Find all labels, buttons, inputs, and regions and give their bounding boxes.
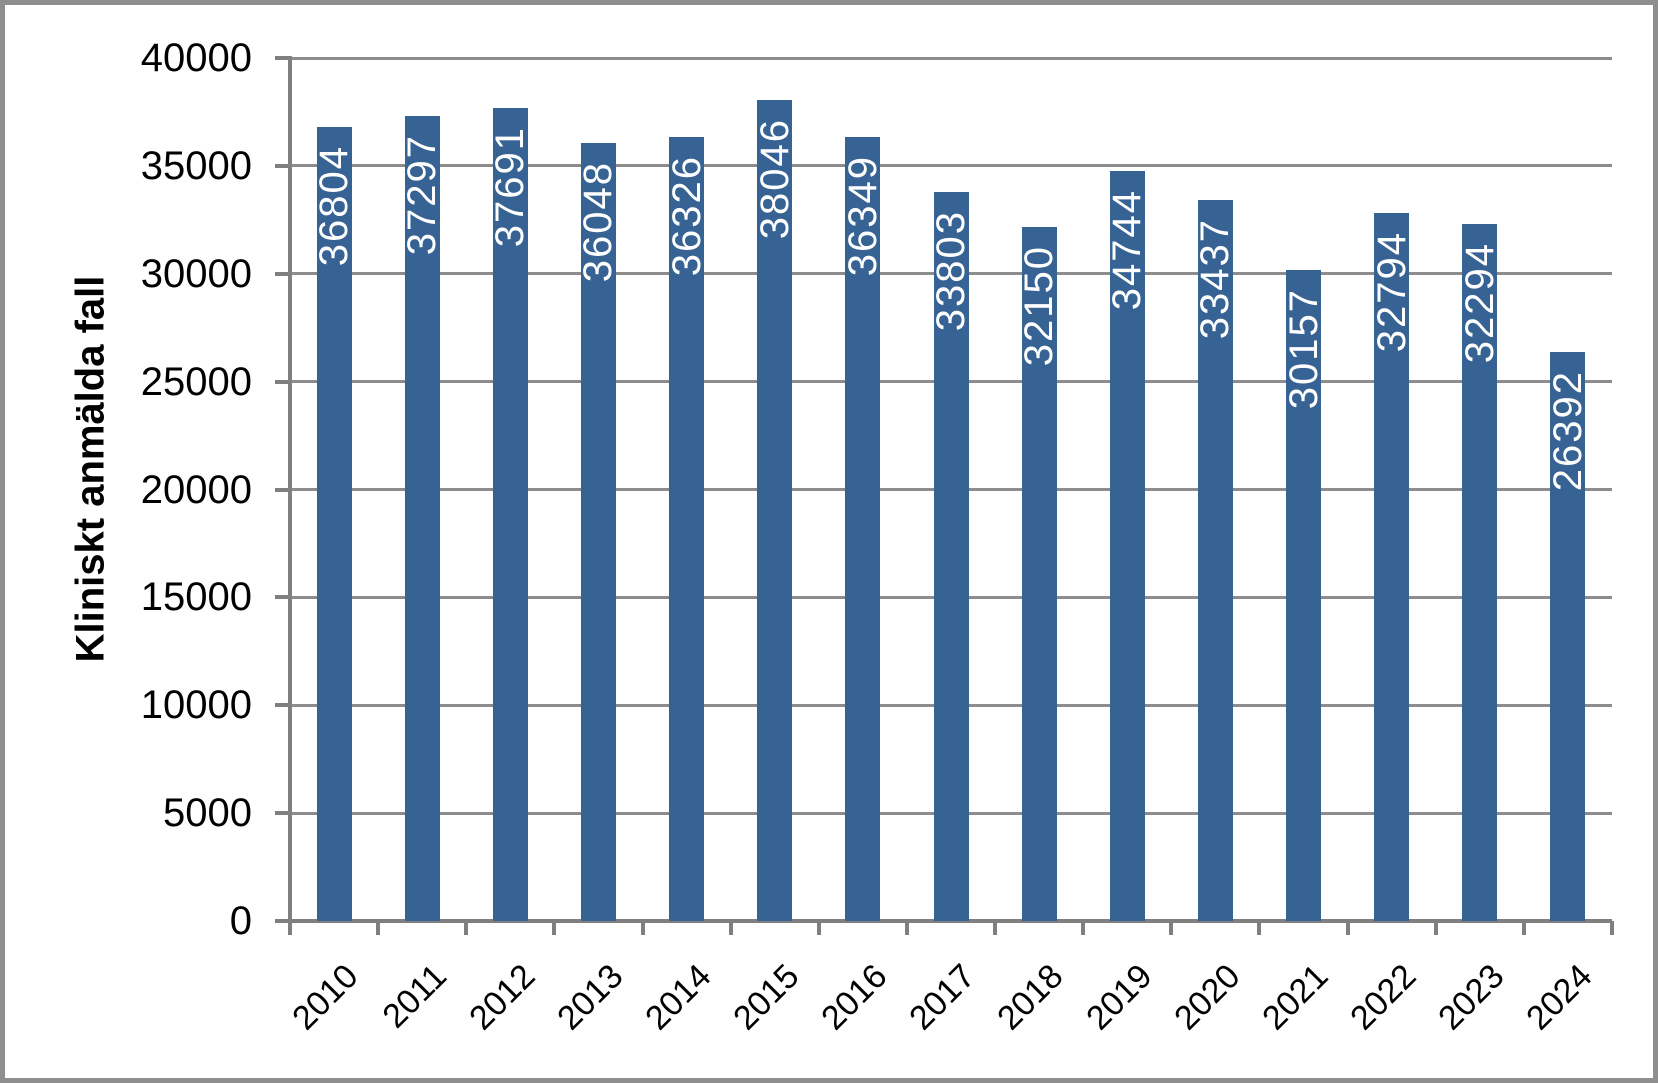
- x-tick-label: 2016: [814, 957, 895, 1038]
- x-tick-label: 2012: [461, 957, 543, 1038]
- bar: 30157: [1281, 270, 1326, 921]
- x-tick-label: 2011: [375, 957, 455, 1036]
- bar-value-label: 33437: [1193, 217, 1238, 339]
- bar-value-label: 36349: [840, 154, 885, 276]
- y-axis-tick: [275, 595, 290, 600]
- bar-value-label: 32294: [1457, 242, 1502, 364]
- x-tick-label: 2018: [990, 957, 1071, 1038]
- x-axis-tick: [1169, 921, 1174, 935]
- x-tick-label: 2019: [1078, 957, 1160, 1038]
- x-axis-tick: [376, 921, 381, 935]
- bar-value-label: 38046: [752, 118, 797, 240]
- bar: 36349: [840, 136, 885, 921]
- x-axis-tick: [816, 921, 821, 935]
- bar: 37297: [400, 116, 445, 921]
- x-axis-line: [290, 919, 1612, 923]
- x-axis-tick: [1433, 921, 1438, 935]
- bar-value-label: 32794: [1369, 231, 1414, 353]
- bar-value-label: 36048: [576, 161, 621, 283]
- bar: 37691: [488, 107, 533, 921]
- y-tick-label: 30000: [140, 251, 252, 296]
- bar: 36048: [576, 143, 621, 921]
- y-tick-label: 35000: [140, 143, 252, 188]
- x-tick-label: 2015: [726, 957, 807, 1038]
- x-tick-label: 2023: [1431, 957, 1512, 1038]
- x-tick-label: 2010: [285, 957, 366, 1038]
- bar-value-label: 36326: [664, 155, 709, 277]
- y-axis-line: [288, 56, 292, 935]
- x-tick-label: 2014: [638, 957, 719, 1038]
- x-tick-label: 2013: [549, 957, 631, 1038]
- bar: 32294: [1457, 224, 1502, 921]
- bar-value-label: 26392: [1545, 369, 1590, 491]
- x-axis-tick: [640, 921, 645, 935]
- y-tick-label: 5000: [163, 791, 252, 836]
- x-tick-label: 2020: [1166, 957, 1248, 1038]
- bar: 36804: [312, 126, 357, 921]
- h-gridline: [290, 164, 1612, 168]
- y-axis-tick: [275, 56, 290, 60]
- bar: 26392: [1545, 351, 1590, 921]
- x-axis-tick: [288, 921, 292, 935]
- bar: 36326: [664, 137, 709, 921]
- x-axis-tick: [1081, 921, 1086, 935]
- x-tick-label: 2022: [1343, 957, 1424, 1038]
- x-axis-tick: [904, 921, 909, 935]
- bar-value-label: 34744: [1105, 189, 1150, 311]
- bar-value-label: 32150: [1017, 245, 1062, 367]
- bar-value-label: 37691: [488, 125, 533, 248]
- x-axis-tick: [1345, 921, 1350, 935]
- y-tick-label: 20000: [140, 467, 252, 512]
- x-axis-tick: [1521, 921, 1526, 935]
- x-axis-tick: [993, 921, 998, 935]
- x-tick-label: 2024: [1519, 957, 1600, 1038]
- bar: 33437: [1193, 199, 1238, 921]
- bar: 32794: [1369, 213, 1414, 921]
- y-axis-tick: [275, 919, 290, 923]
- bar-value-label: 37297: [400, 134, 445, 256]
- y-axis-tick: [275, 703, 290, 708]
- bar-value-label: 30157: [1281, 288, 1326, 410]
- bar: 38046: [752, 100, 797, 921]
- y-axis-tick: [275, 487, 290, 492]
- x-tick-label: 2021: [1255, 957, 1336, 1038]
- x-axis-tick: [1257, 921, 1262, 935]
- y-tick-label: 10000: [140, 683, 252, 728]
- y-axis-tick: [275, 271, 290, 276]
- y-axis-tick: [275, 379, 290, 384]
- bar: 33803: [929, 191, 973, 921]
- bar: 34744: [1105, 171, 1150, 921]
- h-gridline: [290, 56, 1612, 60]
- y-axis-tick: [275, 811, 290, 816]
- y-tick-label: 0: [229, 899, 252, 943]
- bar: 32150: [1017, 227, 1062, 921]
- x-axis-tick: [552, 921, 557, 935]
- y-tick-label: 15000: [140, 575, 252, 620]
- bar-value-label: 33803: [929, 209, 973, 331]
- bar-value-label: 36804: [312, 144, 357, 267]
- y-tick-label: 40000: [140, 36, 252, 80]
- y-tick-label: 25000: [140, 359, 252, 404]
- x-axis-tick: [728, 921, 733, 935]
- x-axis-tick: [1610, 921, 1614, 935]
- x-tick-label: 2017: [902, 957, 983, 1038]
- x-axis-tick: [464, 921, 469, 935]
- y-axis-tick: [275, 163, 290, 168]
